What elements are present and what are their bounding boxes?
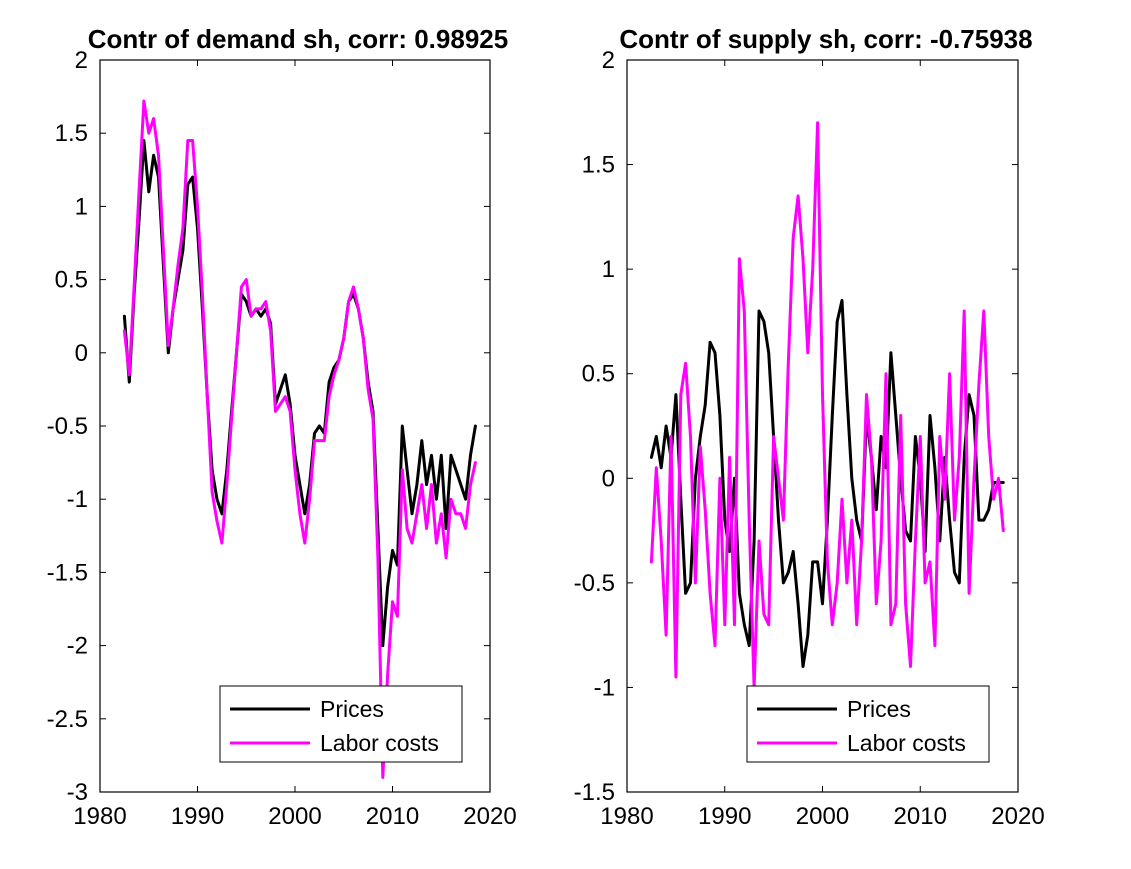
demand-y-tick-label: -0.5 <box>47 413 88 440</box>
supply-x-tick-label: 2010 <box>894 803 947 830</box>
supply-x-tick-label: 2020 <box>991 803 1044 830</box>
demand-y-tick-label: -3 <box>67 779 88 806</box>
supply-x-tick-label: 1980 <box>600 803 653 830</box>
demand-series-labor-costs <box>122 99 477 779</box>
supply-legend: Prices Labor costs <box>746 685 990 763</box>
demand-y-axis: -3 -2.5 -2 -1.5 -1 -0.5 0 0.5 1 1.5 2 <box>47 47 490 806</box>
supply-legend-prices-label: Prices <box>847 696 911 722</box>
demand-legend-box <box>219 685 463 763</box>
supply-y-tick-label: 0.5 <box>582 361 615 388</box>
demand-y-tick-label: 0.5 <box>55 267 88 294</box>
supply-y-tick-label: 2 <box>602 47 615 74</box>
demand-shock-panel: Contr of demand sh, corr: 0.98925 1980 19… <box>47 24 517 830</box>
supply-y-tick-label: 1 <box>602 256 615 283</box>
supply-y-tick-label: 1.5 <box>582 152 615 179</box>
supply-legend-box <box>746 685 990 763</box>
demand-x-tick-label: 1990 <box>171 803 224 830</box>
supply-y-tick-label: -0.5 <box>574 570 615 597</box>
supply-series-lines <box>649 121 1005 689</box>
supply-panel-title: Contr of supply sh, corr: -0.75938 <box>619 24 1032 54</box>
demand-series-lines <box>122 99 477 779</box>
supply-series-labor-costs <box>649 121 1005 689</box>
supply-shock-panel: Contr of supply sh, corr: -0.75938 1980 1… <box>574 24 1045 830</box>
supply-y-tick-label: -1.5 <box>574 779 615 806</box>
demand-legend-prices-label: Prices <box>320 696 384 722</box>
demand-y-tick-label: 1.5 <box>55 120 88 147</box>
demand-y-tick-label: -1.5 <box>47 559 88 586</box>
supply-legend-labor-costs-label: Labor costs <box>847 730 966 756</box>
demand-x-tick-label: 2010 <box>366 803 419 830</box>
demand-x-tick-label: 2020 <box>463 803 516 830</box>
supply-x-axis: 1980 1990 2000 2010 2020 <box>600 60 1045 830</box>
demand-x-tick-label: 2000 <box>268 803 321 830</box>
demand-series-prices <box>122 139 477 648</box>
demand-panel-title: Contr of demand sh, corr: 0.98925 <box>88 24 508 54</box>
demand-y-tick-label: 1 <box>75 193 88 220</box>
demand-x-tick-label: 1980 <box>73 803 126 830</box>
demand-y-tick-label: 0 <box>75 340 88 367</box>
demand-y-tick-label: -1 <box>67 486 88 513</box>
demand-y-tick-label: -2.5 <box>47 706 88 733</box>
demand-legend-labor-costs-label: Labor costs <box>320 730 439 756</box>
supply-y-axis: -1.5 -1 -0.5 0 0.5 1 1.5 2 <box>574 47 1018 806</box>
supply-y-tick-label: -1 <box>594 674 615 701</box>
supply-x-tick-label: 2000 <box>796 803 849 830</box>
demand-legend: Prices Labor costs <box>219 685 463 763</box>
demand-y-tick-label: 2 <box>75 47 88 74</box>
supply-y-tick-label: 0 <box>602 465 615 492</box>
demand-y-tick-label: -2 <box>67 633 88 660</box>
supply-x-tick-label: 1990 <box>698 803 751 830</box>
demand-x-axis: 1980 1990 2000 2010 2020 <box>73 60 517 830</box>
